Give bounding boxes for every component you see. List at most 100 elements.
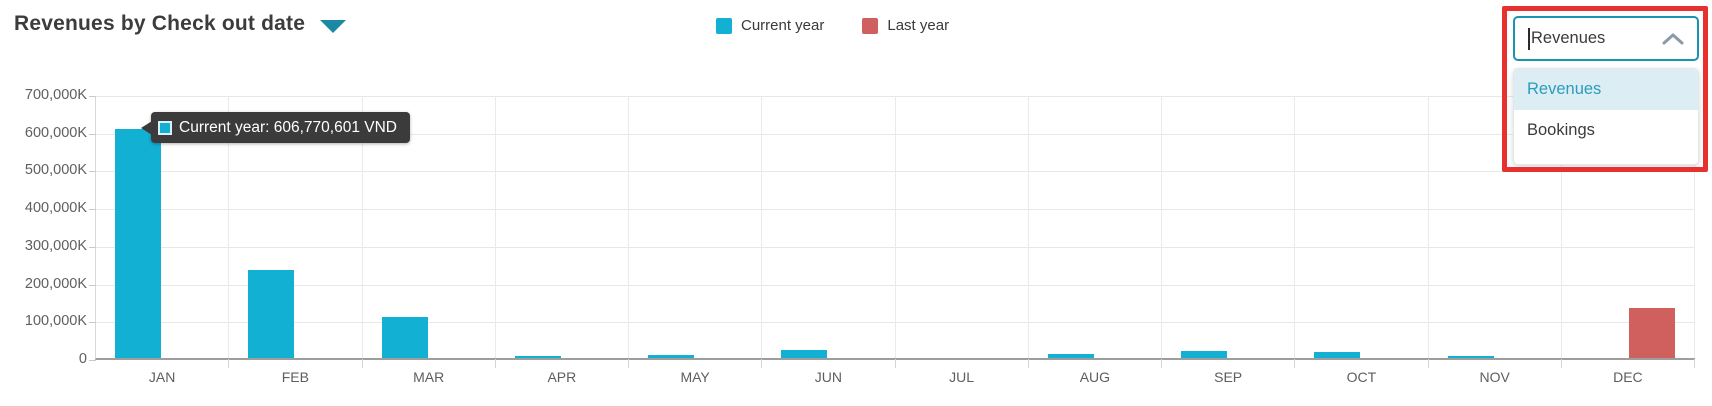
- legend-label: Last year: [887, 17, 950, 34]
- bar-group: [96, 96, 228, 358]
- month-column-apr: APR: [496, 96, 629, 385]
- bar-current-year-oct[interactable]: [1314, 351, 1361, 358]
- metric-select-input[interactable]: Revenues: [1513, 16, 1699, 61]
- page-title: Revenues by Check out date: [14, 12, 306, 35]
- gridline: [96, 171, 1695, 173]
- bar-group: [762, 96, 894, 358]
- gridline: [96, 133, 1695, 135]
- y-tick: [89, 96, 96, 97]
- gridline: [96, 322, 1695, 324]
- y-axis-label: 200,000K: [24, 275, 87, 292]
- y-tick: [89, 209, 96, 211]
- y-axis-label: 600,000K: [24, 124, 87, 141]
- x-tick: [894, 359, 896, 368]
- plot-area: 700,000K 600,000K 500,000K 400,000K 300,000K…: [25, 87, 1695, 385]
- bar-current-year-apr[interactable]: [514, 355, 561, 358]
- month-column-oct: OCT: [1295, 96, 1429, 385]
- y-axis-label: 100,000K: [24, 313, 87, 330]
- chart-title-dropdown[interactable]: Revenues by Check out date: [14, 12, 347, 36]
- y-axis-label: 500,000K: [24, 162, 87, 179]
- legend-label: Current year: [741, 17, 825, 34]
- chart-legend: Current year Last year: [716, 17, 949, 34]
- bar-group: [1295, 96, 1427, 358]
- month-column-sep: SEP: [1162, 96, 1296, 385]
- metric-select-value: Revenues: [1531, 29, 1606, 47]
- bar-group: [496, 96, 628, 358]
- x-tick: [361, 359, 363, 368]
- y-axis-label: 300,000K: [24, 237, 87, 254]
- bar-current-year-aug[interactable]: [1047, 354, 1094, 358]
- x-axis-label: JUN: [814, 369, 842, 385]
- month-column-mar: MAR: [363, 96, 496, 385]
- bar-current-year-may[interactable]: [648, 354, 695, 358]
- gridline: [96, 284, 1695, 286]
- legend-swatch-icon: [862, 17, 879, 34]
- bar-current-year-mar[interactable]: [381, 316, 428, 358]
- month-column-may: MAY: [629, 96, 763, 385]
- bar-current-year-sep[interactable]: [1181, 350, 1228, 358]
- gridline: [96, 96, 1695, 97]
- month-column-aug: AUG: [1029, 96, 1162, 385]
- x-tick: [494, 359, 496, 368]
- bar-group: [629, 96, 761, 358]
- bar-last-year-dec[interactable]: [1628, 307, 1675, 358]
- x-tick: [628, 359, 629, 368]
- x-tick: [1694, 359, 1695, 368]
- x-axis-label: MAY: [680, 369, 710, 385]
- bar-current-year-jan[interactable]: [115, 129, 162, 358]
- y-tick: [89, 322, 96, 324]
- y-tick: [89, 360, 96, 361]
- x-axis-label: NOV: [1479, 369, 1510, 385]
- gridline: [96, 209, 1695, 211]
- x-tick: [1294, 359, 1296, 368]
- bar-group: [1429, 96, 1561, 358]
- y-tick: [89, 284, 96, 286]
- bar-group: [363, 96, 495, 358]
- x-tick: [1027, 359, 1029, 368]
- y-tick: [89, 133, 96, 135]
- x-axis-label: JUL: [949, 369, 975, 385]
- x-tick: [228, 359, 230, 368]
- x-axis-label: AUG: [1079, 369, 1111, 385]
- metric-select-menu: Revenues Bookings: [1513, 68, 1699, 165]
- bar-current-year-feb[interactable]: [248, 270, 295, 358]
- x-axis-label: APR: [547, 369, 577, 385]
- x-axis-label: JAN: [148, 369, 176, 385]
- month-column-jun: JUN: [762, 96, 896, 385]
- legend-item-current-year[interactable]: Current year: [716, 17, 824, 34]
- legend-swatch-icon: [716, 17, 732, 34]
- x-tick: [1427, 359, 1429, 368]
- y-axis-label: 700,000K: [24, 87, 87, 103]
- x-tick: [761, 359, 763, 368]
- x-axis-label: DEC: [1613, 369, 1643, 385]
- y-tick: [89, 246, 96, 248]
- x-tick: [1560, 359, 1562, 368]
- month-column-feb: FEB: [229, 96, 363, 385]
- month-column-jul: JUL: [896, 96, 1029, 385]
- chevron-down-icon[interactable]: [320, 19, 347, 33]
- plot-columns: JAN FEB MAR APR MAY JUN JUL AUG SEP OCT NOV DEC: [96, 96, 1695, 385]
- text-cursor: [1528, 27, 1530, 50]
- bar-current-year-jun[interactable]: [781, 350, 828, 358]
- bar-group: [896, 96, 1028, 358]
- bar-current-year-nov[interactable]: [1447, 356, 1494, 358]
- bar-group: [1029, 96, 1161, 358]
- x-axis-label: SEP: [1214, 369, 1243, 385]
- chart-tooltip: Current year: 606,770,601 VND: [141, 112, 410, 143]
- x-axis-label: OCT: [1346, 369, 1377, 385]
- x-tick: [1161, 359, 1162, 368]
- gridline: [96, 246, 1695, 248]
- x-axis-label: MAR: [413, 369, 445, 385]
- month-column-jan: JAN: [96, 96, 230, 385]
- month-column-nov: NOV: [1429, 96, 1562, 385]
- y-tick: [89, 171, 96, 173]
- month-column-dec: DEC: [1562, 96, 1695, 385]
- menu-option-bookings[interactable]: Bookings: [1527, 121, 1595, 139]
- legend-item-last-year[interactable]: Last year: [862, 17, 949, 34]
- menu-option-revenues[interactable]: Revenues: [1514, 69, 1698, 110]
- y-axis-label: 400,000K: [24, 200, 87, 217]
- chevron-up-icon[interactable]: [1662, 32, 1684, 45]
- tooltip-pointer: [141, 121, 152, 135]
- tooltip-text: Current year: 606,770,601 VND: [179, 118, 397, 136]
- x-axis-label: FEB: [281, 369, 309, 385]
